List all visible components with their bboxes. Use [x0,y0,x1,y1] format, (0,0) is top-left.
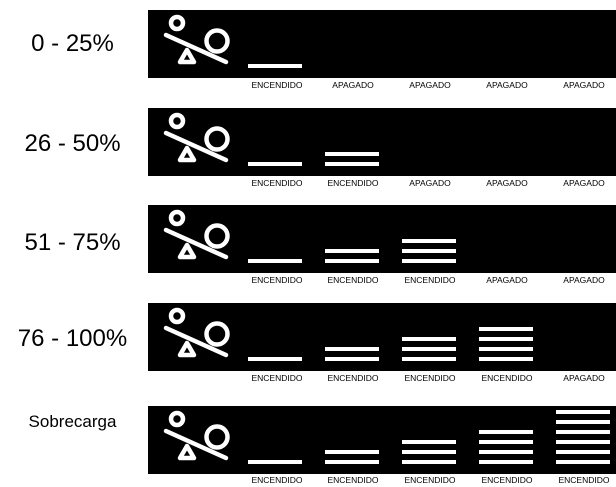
segment-status: ENCENDIDO [558,475,610,485]
segment-status-labels: ENCENDIDO ENCENDIDO ENCENDIDO ENCENDIDO … [238,475,616,487]
level-range-label: 26 - 50% [24,130,121,157]
segment-status: APAGADO [332,80,374,90]
segment-status: APAGADO [486,80,528,90]
segment-status-labels: ENCENDIDO ENCENDIDO APAGADO APAGADO APAG… [238,178,616,190]
segment-status-labels: ENCENDIDO ENCENDIDO ENCENDIDO APAGADO AP… [238,275,616,287]
level-range-label: Sobrecarga [28,412,117,431]
load-scale-icon [163,307,230,358]
indicator-panel [148,10,616,78]
level-range-label: 76 - 100% [17,325,128,352]
load-level-row: 0 - 25% ENCENDIDO APAGADO APAGADO APAGAD… [0,10,616,90]
load-segment-1 [248,460,302,464]
load-scale-icon [163,209,230,260]
segment-status: APAGADO [486,275,528,285]
load-segment-1 [248,162,302,166]
load-segment-1 [248,259,302,263]
load-segment-2 [325,450,379,464]
segment-status: APAGADO [563,275,605,285]
load-segment-2 [325,347,379,361]
load-level-row: 26 - 50% ENCENDIDO ENCENDIDO APAGADO APA… [0,108,616,188]
segment-status: APAGADO [563,373,605,383]
indicator-panel [148,406,616,474]
segment-status: ENCENDIDO [327,475,379,485]
level-range-label: 51 - 75% [24,229,121,256]
load-scale-icon [163,112,230,163]
segment-status: ENCENDIDO [251,475,303,485]
segment-status: ENCENDIDO [251,275,303,285]
segment-status: ENCENDIDO [327,178,379,188]
load-scale-icon [163,14,230,65]
load-segment-2 [325,152,379,166]
segment-status: ENCENDIDO [481,373,533,383]
segment-status: APAGADO [563,80,605,90]
load-segment-1 [248,357,302,361]
load-segment-4 [479,430,533,464]
segment-status: ENCENDIDO [404,373,456,383]
segment-status: ENCENDIDO [251,373,303,383]
load-level-row: 51 - 75% ENCENDIDO ENCENDIDO ENCENDIDO A… [0,205,616,285]
segment-status: ENCENDIDO [327,275,379,285]
segment-status-labels: ENCENDIDO ENCENDIDO ENCENDIDO ENCENDIDO … [238,373,616,385]
indicator-panel [148,303,616,371]
load-segment-2 [325,249,379,263]
segment-status: ENCENDIDO [251,178,303,188]
segment-status: ENCENDIDO [327,373,379,383]
load-scale-icon [163,410,230,461]
load-level-row: 76 - 100% ENCENDIDO ENCENDIDO ENCENDIDO … [0,303,616,383]
load-segment-5 [556,410,610,464]
segment-status: APAGADO [409,80,451,90]
segment-status: ENCENDIDO [404,275,456,285]
load-segment-4 [479,327,533,361]
segment-status: ENCENDIDO [481,475,533,485]
segment-status: APAGADO [563,178,605,188]
segment-status: ENCENDIDO [404,475,456,485]
load-segment-3 [402,337,456,361]
load-segment-1 [248,64,302,68]
load-segment-3 [402,440,456,464]
load-segment-3 [402,239,456,263]
segment-status: APAGADO [409,178,451,188]
indicator-panel [148,205,616,273]
load-level-row: Sobrecarga ENCENDIDO ENCENDIDO ENCENDIDO… [0,400,616,485]
segment-status-labels: ENCENDIDO APAGADO APAGADO APAGADO APAGAD… [238,80,616,92]
level-range-label: 0 - 25% [31,30,114,57]
segment-status: APAGADO [486,178,528,188]
indicator-panel [148,108,616,176]
segment-status: ENCENDIDO [251,80,303,90]
